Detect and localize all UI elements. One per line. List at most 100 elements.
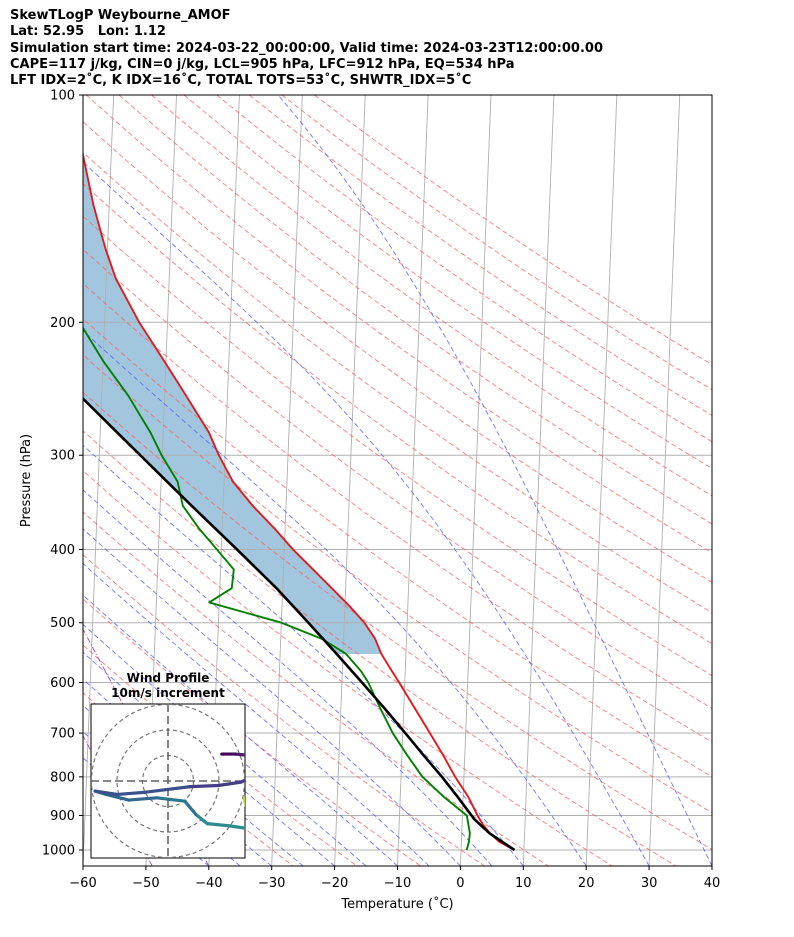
temperature-line xyxy=(83,148,515,851)
isotherm-line xyxy=(397,95,429,866)
dry-adiabat xyxy=(248,95,712,416)
hodograph-segment xyxy=(188,783,221,789)
moist-adiabat xyxy=(83,489,493,866)
x-tick-label: −40 xyxy=(195,876,222,891)
barb-half-flag xyxy=(742,821,744,827)
barb-half-flag xyxy=(736,699,740,704)
dry-adiabat xyxy=(83,151,712,614)
y-tick-label: 900 xyxy=(50,809,75,824)
barb-flag xyxy=(737,752,745,762)
hodograph-segment xyxy=(205,822,232,828)
cape-area xyxy=(83,155,382,654)
hodograph-segment xyxy=(256,766,260,775)
barb-half-flag xyxy=(728,512,734,515)
moist-adiabat xyxy=(83,651,335,866)
dry-adiabat xyxy=(83,644,358,866)
barb-staff xyxy=(711,382,712,384)
isotherm-line xyxy=(775,95,794,866)
chart-title-block: SkewTLogP Weybourne_AMOF Lat: 52.95 Lon:… xyxy=(10,8,603,89)
wind-barb xyxy=(712,833,750,846)
chart-indices-2: LFT IDX=2˚C, K IDX=16˚C, TOTAL TOTS=53˚C… xyxy=(10,73,472,89)
barb-flag xyxy=(737,642,745,652)
barb-flag xyxy=(749,838,750,851)
barb-staff xyxy=(711,549,712,551)
barb-flag xyxy=(745,822,749,834)
barb-flag xyxy=(725,317,736,324)
moist-adiabat xyxy=(83,161,650,866)
inset-plot xyxy=(91,704,264,858)
dry-adiabat xyxy=(183,95,712,469)
barb-staff xyxy=(711,849,712,851)
barb-staff xyxy=(711,682,712,684)
y-tick-label: 400 xyxy=(50,543,75,558)
inset-title: Wind Profile xyxy=(127,671,210,685)
isotherm-line xyxy=(271,95,303,866)
x-tick-label: −30 xyxy=(258,876,285,891)
barb-half-flag xyxy=(743,827,745,833)
barb-staff xyxy=(711,486,712,488)
dry-adiabat xyxy=(281,95,712,391)
barb-staff xyxy=(711,622,712,624)
barb-staff xyxy=(711,840,712,842)
hodograph-segment xyxy=(244,806,245,808)
barb-staff xyxy=(711,287,712,289)
barb-flag xyxy=(719,409,731,415)
chart-times: Simulation start time: 2024-03-22_00:00:… xyxy=(10,40,603,56)
dewpoint-line xyxy=(83,326,471,851)
hodograph-segment xyxy=(216,780,243,788)
hodograph-segment xyxy=(228,824,245,830)
hodograph-segment xyxy=(258,803,264,820)
dry-adiabat xyxy=(83,248,712,709)
moist-adiabat xyxy=(277,95,712,866)
wind-barb xyxy=(711,338,712,340)
barb-flag xyxy=(737,702,745,712)
barb-flag xyxy=(722,413,734,419)
y-tick-label: 600 xyxy=(50,676,75,691)
wind-barb xyxy=(711,205,712,207)
y-tick-label: 700 xyxy=(50,727,75,742)
isotherm-line xyxy=(459,95,492,866)
wind-barb xyxy=(711,382,734,419)
barb-flag xyxy=(732,266,740,276)
y-tick-label: 300 xyxy=(50,449,75,464)
hodograph-segment xyxy=(155,796,187,803)
dry-adiabat xyxy=(83,391,712,851)
moist-adiabat xyxy=(83,594,398,866)
isotherm-line xyxy=(522,95,555,866)
barb-flag xyxy=(741,139,747,151)
hodograph-segment xyxy=(194,813,209,826)
hodograph-segment xyxy=(233,752,245,757)
dry-adiabat xyxy=(83,121,712,583)
wind-barb xyxy=(711,733,745,762)
barb-staff xyxy=(711,168,712,169)
dry-adiabat xyxy=(86,95,712,554)
barb-flag xyxy=(737,138,743,150)
barb-half-flag xyxy=(736,793,740,798)
y-tick-label: 100 xyxy=(50,89,75,104)
x-tick-label: 0 xyxy=(456,876,464,891)
barb-staff xyxy=(711,249,712,250)
moist-adiabat xyxy=(83,623,367,866)
hodograph-segment xyxy=(104,792,131,802)
barb-flag xyxy=(737,796,745,806)
wind-barb xyxy=(711,849,712,851)
barb-flag xyxy=(741,181,747,193)
dry-adiabat xyxy=(118,95,712,525)
isotherm-line xyxy=(711,854,712,866)
wind-barb xyxy=(711,824,745,833)
hodograph-segment xyxy=(143,785,193,794)
dry-adiabat xyxy=(83,598,421,866)
dry-adiabat xyxy=(83,511,549,866)
chart-indices-1: CAPE=117 j/kg, CIN=0 j/kg, LCL=905 hPa, … xyxy=(10,56,515,72)
hodograph-segment xyxy=(242,797,245,808)
y-tick-label: 1000 xyxy=(42,844,75,859)
isotherm-line xyxy=(334,95,366,866)
axes: −60 −50 −40 −30 −20 −10 0 10 20 30 40 1000 900 800 700… xyxy=(19,89,720,913)
barb-staff xyxy=(711,776,712,778)
x-axis-label: Temperature (˚C) xyxy=(340,896,453,912)
inset-subtitle: 10m/s increment xyxy=(111,686,225,700)
barb-flag xyxy=(737,179,743,191)
chart-title: SkewTLogP Weybourne_AMOF xyxy=(10,8,231,23)
mixing-ratio-line xyxy=(83,734,153,866)
